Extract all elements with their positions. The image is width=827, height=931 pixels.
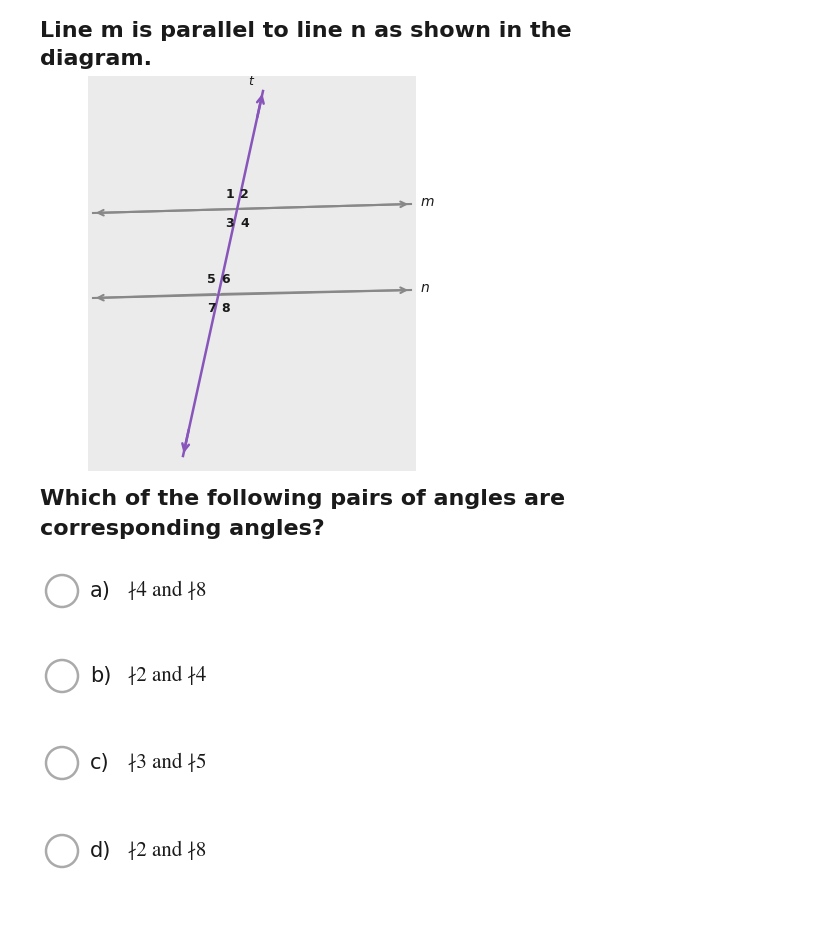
Text: b): b)	[90, 666, 112, 686]
Text: n: n	[420, 281, 429, 295]
Text: 2: 2	[240, 188, 249, 201]
Text: diagram.: diagram.	[40, 49, 152, 69]
Text: 3: 3	[225, 217, 234, 230]
Text: Which of the following pairs of angles are: Which of the following pairs of angles a…	[40, 489, 565, 509]
Text: ∤2 and ∤4: ∤2 and ∤4	[128, 666, 206, 686]
Text: t: t	[248, 75, 253, 88]
Text: 4: 4	[240, 217, 249, 230]
Text: 5: 5	[207, 273, 215, 286]
Text: 7: 7	[207, 302, 215, 315]
Text: 6: 6	[222, 273, 230, 286]
Text: ∤2 and ∤8: ∤2 and ∤8	[128, 841, 206, 861]
Text: 1: 1	[225, 188, 234, 201]
Text: 8: 8	[222, 302, 230, 315]
Text: m: m	[420, 195, 434, 209]
Text: ∤3 and ∤5: ∤3 and ∤5	[128, 753, 206, 773]
Text: ∤4 and ∤8: ∤4 and ∤8	[128, 581, 206, 600]
Text: d): d)	[90, 841, 112, 861]
Text: corresponding angles?: corresponding angles?	[40, 519, 324, 539]
Bar	[88, 76, 415, 471]
Text: a): a)	[90, 581, 111, 601]
Text: c): c)	[90, 753, 109, 773]
Text: Line m is parallel to line n as shown in the: Line m is parallel to line n as shown in…	[40, 21, 571, 41]
